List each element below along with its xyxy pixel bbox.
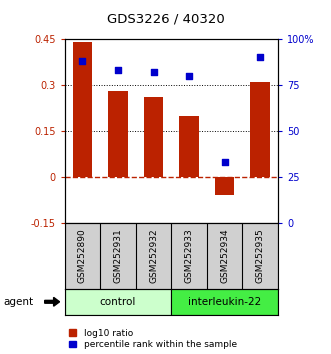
Text: GSM252933: GSM252933 xyxy=(185,228,194,283)
Point xyxy=(222,159,227,165)
Text: GSM252935: GSM252935 xyxy=(256,228,265,283)
Bar xyxy=(144,97,163,177)
Bar xyxy=(179,116,199,177)
Text: agent: agent xyxy=(3,297,33,307)
Bar xyxy=(215,177,234,195)
Text: GSM252890: GSM252890 xyxy=(78,228,87,283)
Bar xyxy=(72,42,92,177)
Point xyxy=(186,73,192,79)
Point xyxy=(258,55,263,60)
Text: control: control xyxy=(100,297,136,307)
Legend: log10 ratio, percentile rank within the sample: log10 ratio, percentile rank within the … xyxy=(69,329,237,349)
Text: GSM252932: GSM252932 xyxy=(149,228,158,283)
Bar xyxy=(251,82,270,177)
Point xyxy=(151,69,156,75)
Point xyxy=(80,58,85,64)
Text: interleukin-22: interleukin-22 xyxy=(188,297,261,307)
Text: GSM252931: GSM252931 xyxy=(114,228,122,283)
Text: GDS3226 / 40320: GDS3226 / 40320 xyxy=(107,12,224,25)
Bar xyxy=(65,289,171,315)
Text: GSM252934: GSM252934 xyxy=(220,228,229,283)
Point xyxy=(115,67,120,73)
Bar xyxy=(108,91,128,177)
Bar xyxy=(171,289,278,315)
